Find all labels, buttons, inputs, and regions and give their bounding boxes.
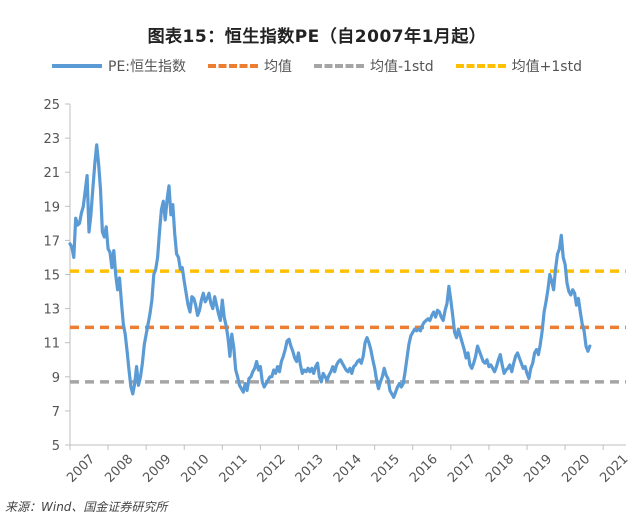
legend: PE:恒生指数 均值 均值-1std 均值+1std — [0, 56, 634, 76]
y-tick-labels: 5 7 9 11 13 15 17 19 21 23 25 — [43, 98, 70, 454]
y-tick-label: 15 — [43, 269, 60, 284]
legend-item-mean: 均值 — [208, 56, 292, 76]
y-tick-label: 25 — [43, 98, 60, 113]
x-tick-label: 2014 — [331, 452, 365, 486]
x-tick-label: 2011 — [217, 452, 251, 486]
legend-label-pe: PE:恒生指数 — [108, 59, 187, 75]
reference-lines — [70, 269, 626, 384]
y-tick-label: 11 — [43, 337, 60, 352]
x-tick-label: 2008 — [102, 452, 136, 486]
legend-swatch-pe — [52, 64, 103, 68]
y-tick-label: 9 — [52, 371, 60, 386]
x-tick-labels: 2007 2008 2009 2010 2011 2012 2013 2014 2015 2016… — [64, 445, 631, 486]
legend-swatch-mean — [208, 64, 259, 68]
y-tick-label: 23 — [43, 132, 60, 147]
x-tick-label: 2021 — [597, 452, 631, 486]
x-tick-label: 2007 — [64, 452, 98, 486]
legend-label-mean-minus-std: 均值-1std — [370, 59, 434, 75]
x-tick-label: 2018 — [483, 452, 517, 486]
source-note: 来源：Wind、国金证券研究所 — [5, 500, 168, 514]
legend-label-mean: 均值 — [264, 59, 293, 75]
y-tick-label: 17 — [43, 234, 60, 249]
y-tick-label: 7 — [52, 405, 60, 420]
x-tick-label: 2015 — [369, 452, 403, 486]
legend-swatch-mean-plus-std — [455, 64, 506, 68]
legend-item-pe: PE:恒生指数 — [52, 56, 186, 76]
x-tick-label: 2012 — [255, 452, 289, 486]
x-tick-label: 2017 — [445, 452, 479, 486]
x-tick-label: 2020 — [559, 452, 593, 486]
chart-title: 图表15：恒生指数PE（自2007年1月起） — [147, 27, 487, 47]
legend-item-mean-plus-std: 均值+1std — [455, 56, 582, 76]
legend-swatch-mean-minus-std — [314, 64, 365, 68]
x-tick-label: 2016 — [407, 452, 441, 486]
legend-label-mean-plus-std: 均值+1std — [511, 59, 582, 75]
legend-item-mean-minus-std: 均值-1std — [314, 56, 434, 76]
y-tick-label: 13 — [43, 303, 60, 318]
y-tick-label: 5 — [52, 439, 60, 454]
x-tick-label: 2013 — [293, 452, 327, 486]
x-tick-label: 2009 — [140, 452, 174, 486]
y-tick-label: 21 — [43, 166, 60, 181]
x-tick-label: 2010 — [178, 452, 212, 486]
series-pe-line — [68, 143, 592, 399]
y-tick-label: 19 — [43, 200, 60, 215]
x-tick-label: 2019 — [521, 452, 555, 486]
